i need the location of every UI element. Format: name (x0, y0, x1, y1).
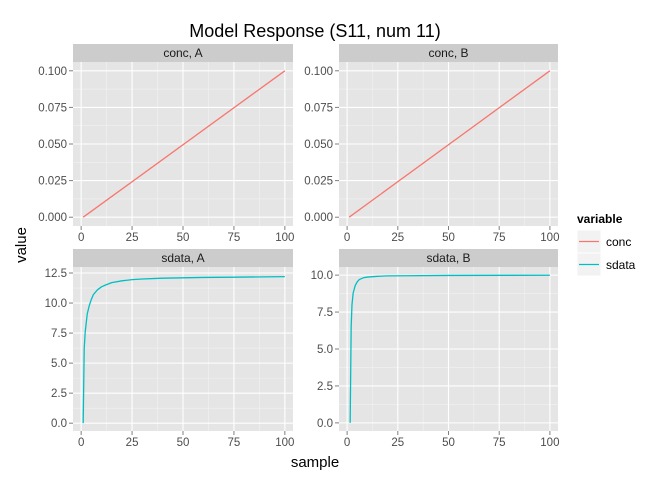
legend-label-sdata: sdata (606, 258, 636, 272)
x-tick-label: 50 (177, 232, 190, 244)
x-tick-label: 25 (391, 232, 404, 244)
y-tick-label: 0.100 (38, 66, 67, 78)
y-tick-label: 7.5 (317, 307, 333, 319)
facet-panel: sdata, B 0 25 50 75 100 0.0 2.5 5.0 7.5 10.0 (311, 249, 559, 449)
series-line-conc (348, 70, 551, 218)
x-tick-label: 50 (177, 437, 190, 449)
chart-title: Model Response (S11, num 11) (189, 21, 440, 41)
series-line-sdata (349, 274, 550, 423)
x-tick-label: 75 (228, 437, 241, 449)
x-tick-label: 75 (493, 437, 506, 449)
facet-strip-label: sdata, B (426, 251, 470, 265)
x-tick-label: 50 (442, 232, 455, 244)
facet-strip (73, 44, 293, 62)
y-tick-label: 0.075 (38, 102, 67, 114)
x-tick-label: 100 (540, 437, 559, 449)
x-tick-label: 0 (78, 232, 84, 244)
x-tick-label: 0 (344, 437, 350, 449)
x-tick-label: 0 (344, 232, 350, 244)
x-tick-label: 75 (493, 232, 506, 244)
y-tick-label: 0.075 (304, 102, 333, 114)
x-tick-label: 100 (540, 232, 559, 244)
y-tick-label: 5.0 (317, 344, 333, 356)
x-tick-label: 25 (391, 437, 404, 449)
y-tick-label: 0.0 (51, 418, 67, 430)
legend: variable conc sdata (576, 212, 636, 277)
y-tick-label: 2.5 (317, 381, 333, 393)
x-tick-label: 25 (126, 232, 139, 244)
y-tick-label: 2.5 (51, 388, 67, 400)
x-tick-label: 100 (275, 437, 294, 449)
y-tick-label: 0.050 (304, 139, 333, 151)
x-tick-label: 25 (126, 437, 139, 449)
facet-strip (339, 44, 558, 62)
facet-strip-label: conc, A (163, 46, 202, 60)
x-tick-label: 75 (228, 232, 241, 244)
y-axis-title: value (13, 227, 30, 263)
facet-strip-label: sdata, A (161, 251, 204, 265)
y-tick-label: 7.5 (51, 328, 67, 340)
y-tick-label: 0.000 (304, 212, 333, 224)
y-tick-label: 10.0 (311, 270, 333, 282)
facet-panel: conc, A 0 25 50 75 100 0.000 0.025 0.050 0.075 0.1… (38, 44, 294, 244)
series-line-conc (82, 70, 286, 218)
y-tick-label: 0.050 (38, 139, 67, 151)
y-tick-label: 0.025 (304, 176, 333, 188)
y-tick-label: 12.5 (45, 268, 67, 280)
legend-label-conc: conc (606, 235, 631, 249)
series-line-sdata (82, 275, 285, 424)
y-tick-label: 0.025 (38, 176, 67, 188)
facet-strip (73, 249, 293, 267)
legend-title: variable (577, 212, 623, 226)
facet-panels: conc, A0 25 50 75 1000.0000.0250.0500.0750.1… (38, 44, 559, 449)
facet-panel: sdata, A 0 25 50 75 100 0.0 2.5 5.0 7.5 10.0 12.5 (45, 249, 294, 449)
y-tick-label: 0.000 (38, 212, 67, 224)
y-tick-label: 10.0 (45, 298, 67, 310)
x-tick-label: 50 (442, 437, 455, 449)
x-tick-label: 0 (78, 437, 84, 449)
x-axis-title: sample (291, 454, 339, 471)
facet-strip-label: conc, B (428, 46, 468, 60)
facet-strip (339, 249, 558, 267)
y-tick-label: 0.0 (317, 418, 333, 430)
x-tick-label: 100 (275, 232, 294, 244)
y-tick-label: 5.0 (51, 358, 67, 370)
y-tick-label: 0.100 (304, 66, 333, 78)
facet-panel: conc, B 0 25 50 75 100 0.000 0.025 0.050 0.075 0.1… (304, 44, 559, 244)
